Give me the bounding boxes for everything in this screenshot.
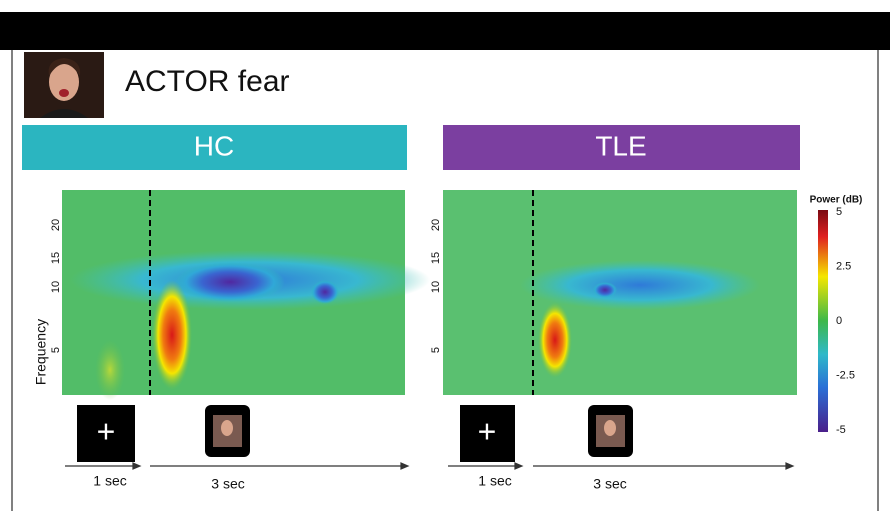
timeline-label: 1 sec bbox=[478, 473, 511, 489]
colorbar-tick-label: 5 bbox=[836, 206, 842, 218]
colorbar-tick-label: -5 bbox=[836, 424, 846, 436]
timeline-label: 3 sec bbox=[593, 476, 626, 492]
spectrogram bbox=[443, 190, 797, 395]
y-tick-label: 10 bbox=[430, 281, 442, 293]
y-tick-label: 5 bbox=[50, 347, 62, 353]
timeline-arrows bbox=[448, 463, 793, 469]
y-tick-label: 10 bbox=[50, 281, 62, 293]
colorbar bbox=[818, 210, 828, 432]
y-tick-label: 20 bbox=[430, 219, 442, 231]
timeline-arrows bbox=[65, 463, 408, 469]
panel-title: HC bbox=[194, 130, 234, 161]
slide: ACTOR fear HC Frequency 5101520 + 1 sec … bbox=[0, 0, 890, 511]
colorbar-tick-label: 2.5 bbox=[836, 260, 851, 272]
colorbar-tick-label: 0 bbox=[836, 315, 842, 327]
y-tick-label: 5 bbox=[430, 347, 442, 353]
y-axis-label: Frequency bbox=[33, 319, 49, 385]
timeline-label: 3 sec bbox=[211, 476, 244, 492]
colorbar-title: Power (dB) bbox=[810, 195, 863, 206]
film-icon bbox=[588, 405, 633, 457]
y-tick-label: 15 bbox=[50, 252, 62, 264]
slide-title: ACTOR fear bbox=[125, 65, 290, 98]
timeline-label: 1 sec bbox=[93, 473, 126, 489]
film-icon bbox=[205, 405, 250, 457]
fixation-cross: + bbox=[478, 413, 497, 449]
spectrogram bbox=[62, 190, 430, 400]
fixation-cross: + bbox=[97, 413, 116, 449]
y-tick-label: 15 bbox=[430, 252, 442, 264]
panel-title: TLE bbox=[595, 130, 646, 161]
top-band bbox=[0, 12, 890, 50]
y-ticks: 5 10 15 20 bbox=[50, 219, 62, 353]
y-ticks: 5 10 15 20 bbox=[430, 219, 442, 353]
page: ACTOR fear HC Frequency 5101520 + 1 sec … bbox=[0, 0, 890, 511]
y-tick-label: 20 bbox=[50, 219, 62, 231]
colorbar-tick-label: -2.5 bbox=[836, 369, 855, 381]
colorbar-ticks: 5 2.5 0 -2.5 -5 bbox=[836, 206, 855, 436]
actor-photo bbox=[24, 52, 104, 118]
